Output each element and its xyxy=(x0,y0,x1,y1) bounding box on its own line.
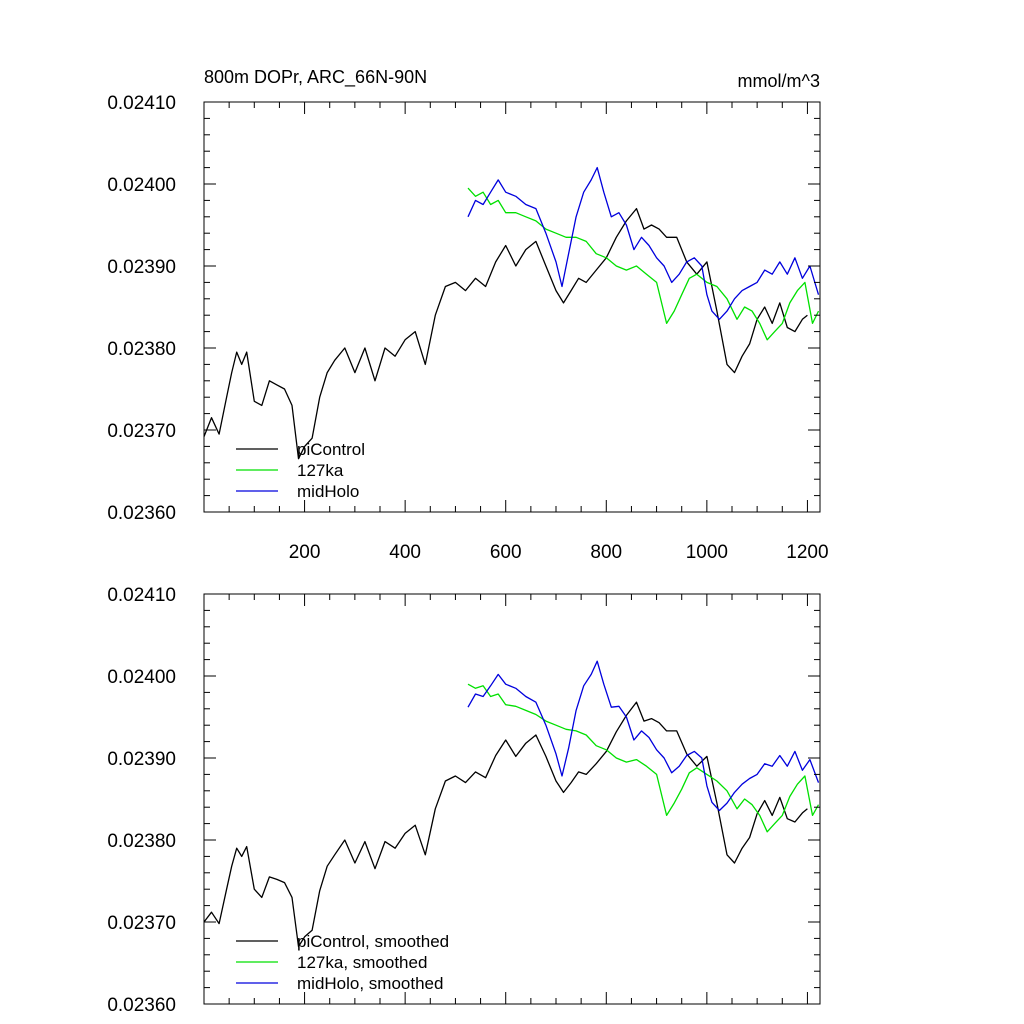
x-tick-label: 200 xyxy=(289,542,321,563)
series-group xyxy=(203,166,820,460)
y-tick-label: 0.02360 xyxy=(107,503,176,524)
y-tick-label: 0.02380 xyxy=(107,831,176,852)
series-line xyxy=(467,660,820,812)
series-line xyxy=(467,187,820,341)
y-axis-tick-labels: 0.02360 0.02370 0.02380 0.02390 0.02400 0.024… xyxy=(107,93,176,524)
y-tick-label: 0.02390 xyxy=(107,257,176,278)
legend: piControl 127ka midHolo xyxy=(236,440,365,501)
legend: piControl, smoothed 127ka, smoothed midHol… xyxy=(236,932,449,993)
smoothed-timeseries-panel: 0.02360 0.02370 0.02380 0.02390 0.02400 0.024… xyxy=(107,585,821,1016)
y-tick-label: 0.02370 xyxy=(107,913,176,934)
x-tick-label: 400 xyxy=(389,542,421,563)
y-tick-label: 0.02390 xyxy=(107,749,176,770)
y-tick-label: 0.02370 xyxy=(107,421,176,442)
x-tick-label: 600 xyxy=(490,542,522,563)
legend-label: 127ka, smoothed xyxy=(297,953,427,972)
series-line xyxy=(467,683,820,833)
y-tick-label: 0.02360 xyxy=(107,995,176,1016)
series-line xyxy=(203,207,808,460)
series-line xyxy=(467,166,820,320)
y-tick-label: 0.02410 xyxy=(107,585,176,606)
y-tick-label: 0.02400 xyxy=(107,175,176,196)
series-group xyxy=(203,660,820,948)
y-tick-label: 0.02400 xyxy=(107,667,176,688)
x-tick-label: 1200 xyxy=(786,542,828,563)
units-label: mmol/m^3 xyxy=(738,71,820,91)
plot-frame xyxy=(203,101,821,513)
legend-label: piControl xyxy=(297,440,365,459)
legend-label: piControl, smoothed xyxy=(297,932,449,951)
legend-label: midHolo, smoothed xyxy=(297,974,443,993)
plot-frame xyxy=(203,593,821,1005)
legend-label: midHolo xyxy=(297,482,359,501)
legend-label: 127ka xyxy=(297,461,344,480)
x-axis-tick-labels: 200 400 600 800 1000 1200 xyxy=(289,542,829,563)
series-line xyxy=(203,701,808,948)
chart-title: 800m DOPr, ARC_66N-90N xyxy=(204,67,427,88)
axis-ticks xyxy=(204,593,820,1005)
x-tick-label: 800 xyxy=(590,542,622,563)
y-tick-label: 0.02380 xyxy=(107,339,176,360)
x-tick-label: 1000 xyxy=(686,542,728,563)
y-axis-tick-labels: 0.02360 0.02370 0.02380 0.02390 0.02400 0.024… xyxy=(107,585,176,1016)
raw-timeseries-panel: 800m DOPr, ARC_66N-90N mmol/m^3 0.023600… xyxy=(107,67,828,563)
axis-ticks xyxy=(204,101,820,513)
y-tick-label: 0.02410 xyxy=(107,93,176,114)
